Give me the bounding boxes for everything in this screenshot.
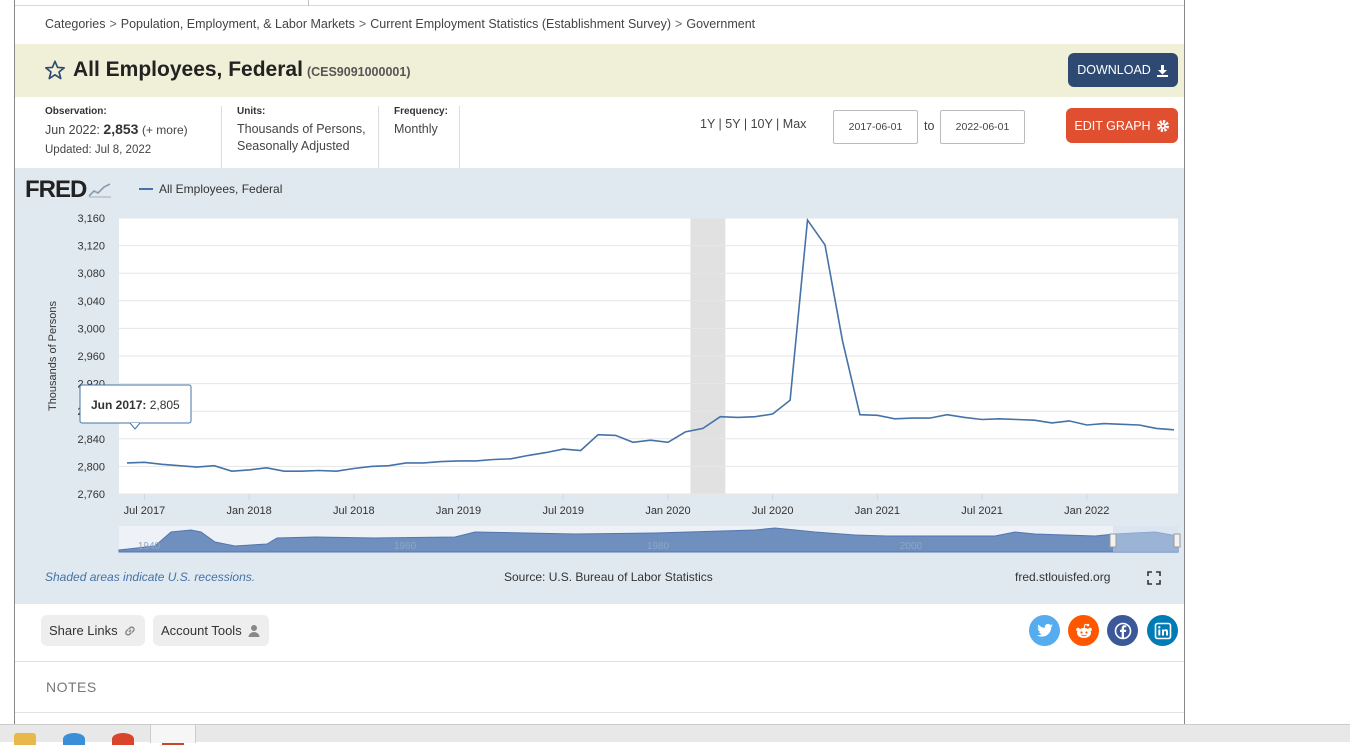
y-tick-label: 2,840 (77, 434, 105, 446)
account-tools-label: Account Tools (161, 623, 242, 638)
breadcrumb-government[interactable]: Government (686, 17, 756, 31)
y-tick-label: 2,760 (77, 489, 105, 501)
linkedin-icon[interactable] (1147, 615, 1178, 646)
ie-browser-icon[interactable] (63, 733, 85, 745)
navigator-area (118, 527, 1179, 553)
x-tick-label: Jul 2018 (333, 505, 375, 517)
fred-logo: FRED (25, 176, 112, 204)
range-1y[interactable]: 1Y (700, 117, 716, 131)
reddit-icon[interactable] (1068, 615, 1099, 646)
units-line1: Thousands of Persons, (237, 122, 366, 136)
tooltip-pointer (129, 422, 141, 430)
edit-graph-button[interactable]: EDIT GRAPH (1066, 108, 1178, 143)
units-label: Units: (237, 106, 266, 117)
navigator-handle-left[interactable] (1109, 533, 1117, 548)
range-10y[interactable]: 10Y (750, 117, 773, 131)
x-tick-label: Jul 2019 (542, 505, 584, 517)
range-5y[interactable]: 5Y (725, 117, 741, 131)
twitter-icon[interactable] (1029, 615, 1060, 646)
range-max[interactable]: Max (782, 117, 807, 131)
y-tick-label: 2,960 (77, 351, 105, 363)
x-tick-label: Jan 2019 (436, 505, 481, 517)
folder-icon[interactable] (14, 733, 36, 745)
start-date-input[interactable]: 2017-06-01 (833, 110, 918, 144)
observation-more-link[interactable]: (+ more) (141, 123, 188, 137)
chrome-icon[interactable] (112, 733, 134, 745)
navigator-selection[interactable] (1113, 526, 1178, 552)
y-tick-label: 3,040 (77, 296, 105, 308)
navigator-year-label: 1980 (647, 541, 670, 552)
units-line2: Seasonally Adjusted (237, 139, 350, 153)
frequency-block: Frequency: Monthly (394, 106, 448, 138)
units-block: Units: Thousands of Persons, Seasonally … (237, 106, 366, 155)
range-selector: 1Y | 5Y | 10Y | Max (700, 117, 807, 131)
chart-legend: All Employees, Federal (139, 182, 282, 196)
gear-icon (1156, 119, 1169, 132)
observation-label: Observation: (45, 106, 107, 117)
frequency-value: Monthly (394, 122, 438, 136)
star-icon[interactable] (44, 59, 66, 81)
x-tick-label: Jan 2022 (1064, 505, 1109, 517)
share-links-button[interactable]: Share Links (41, 615, 145, 646)
link-icon (124, 625, 135, 636)
account-tools-button[interactable]: Account Tools (153, 615, 269, 646)
download-icon (1156, 64, 1168, 77)
top-strip (15, 0, 1184, 6)
site-link[interactable]: fred.stlouisfed.org (1015, 570, 1111, 584)
user-icon (248, 624, 260, 637)
y-tick-label: 3,160 (77, 213, 105, 225)
breadcrumb-ces[interactable]: Current Employment Statistics (Establish… (370, 17, 672, 31)
edit-graph-label: EDIT GRAPH (1074, 118, 1151, 133)
x-tick-label: Jul 2020 (752, 505, 794, 517)
series-id: (CES9091000001) (306, 65, 411, 79)
observation-value: 2,853 (103, 121, 139, 137)
series-line[interactable] (126, 217, 1175, 473)
navigator-handle-right[interactable] (1173, 533, 1181, 548)
download-button[interactable]: DOWNLOAD (1068, 53, 1178, 87)
to-label: to (924, 119, 935, 133)
observation-block: Observation: Jun 2022: 2,853 (+ more) Up… (45, 106, 188, 159)
taskbar (0, 724, 1350, 745)
graph-panel: FRED All Employees, Federal 3,160 3,120 3,… (15, 168, 1184, 604)
y-tick-label: 3,120 (77, 241, 105, 253)
legend-swatch (139, 188, 153, 190)
observation-date: Jun 2022: (45, 123, 100, 137)
recession-note: Shaded areas indicate U.S. recessions. (45, 570, 256, 584)
breadcrumb-categories[interactable]: Categories (45, 17, 106, 31)
series-title: All Employees, Federal (73, 58, 303, 81)
tooltip-text: Jun 2017: 2,805 (91, 398, 180, 412)
download-label: DOWNLOAD (1077, 63, 1151, 77)
end-date-input[interactable]: 2022-06-01 (940, 110, 1025, 144)
title-bar: All Employees, Federal (CES9091000001) DO… (15, 44, 1184, 97)
navigator-year-label: 1940 (138, 541, 161, 552)
fred-page: Categories > Population, Employment, & Lab… (15, 0, 1184, 742)
y-tick-label: 2,800 (77, 461, 105, 473)
x-tick-label: Jan 2021 (855, 505, 900, 517)
browser-background (1184, 0, 1350, 742)
x-tick-label: Jul 2021 (961, 505, 1003, 517)
x-tick-label: Jul 2017 (124, 505, 166, 517)
fullscreen-icon[interactable] (1147, 571, 1161, 585)
x-tick-label: Jan 2018 (227, 505, 272, 517)
x-tick-label: Jan 2020 (645, 505, 690, 517)
breadcrumb-population[interactable]: Population, Employment, & Labor Markets (120, 17, 355, 31)
line-chart[interactable]: 3,1603,1203,0803,0403,0002,9602,9202,880… (15, 168, 1184, 568)
y-tick-label: 3,080 (77, 268, 105, 280)
navigator-year-label: 2000 (900, 541, 923, 552)
share-links-label: Share Links (49, 623, 118, 638)
page-title: All Employees, Federal (CES9091000001) (73, 58, 410, 82)
notes-heading: NOTES (46, 679, 97, 695)
source-text: Source: U.S. Bureau of Labor Statistics (504, 570, 713, 584)
breadcrumb: Categories > Population, Employment, & Lab… (45, 17, 756, 31)
facebook-icon[interactable] (1107, 615, 1138, 646)
legend-label: All Employees, Federal (159, 182, 283, 196)
active-task-highlight (150, 725, 196, 743)
updated-date: Updated: Jul 8, 2022 (45, 144, 152, 156)
y-axis-label: Thousands of Persons (47, 300, 59, 411)
y-tick-label: 3,000 (77, 323, 105, 335)
fred-chart-logo-icon (88, 183, 112, 198)
frequency-label: Frequency: (394, 106, 448, 117)
navigator-year-label: 1960 (394, 541, 417, 552)
